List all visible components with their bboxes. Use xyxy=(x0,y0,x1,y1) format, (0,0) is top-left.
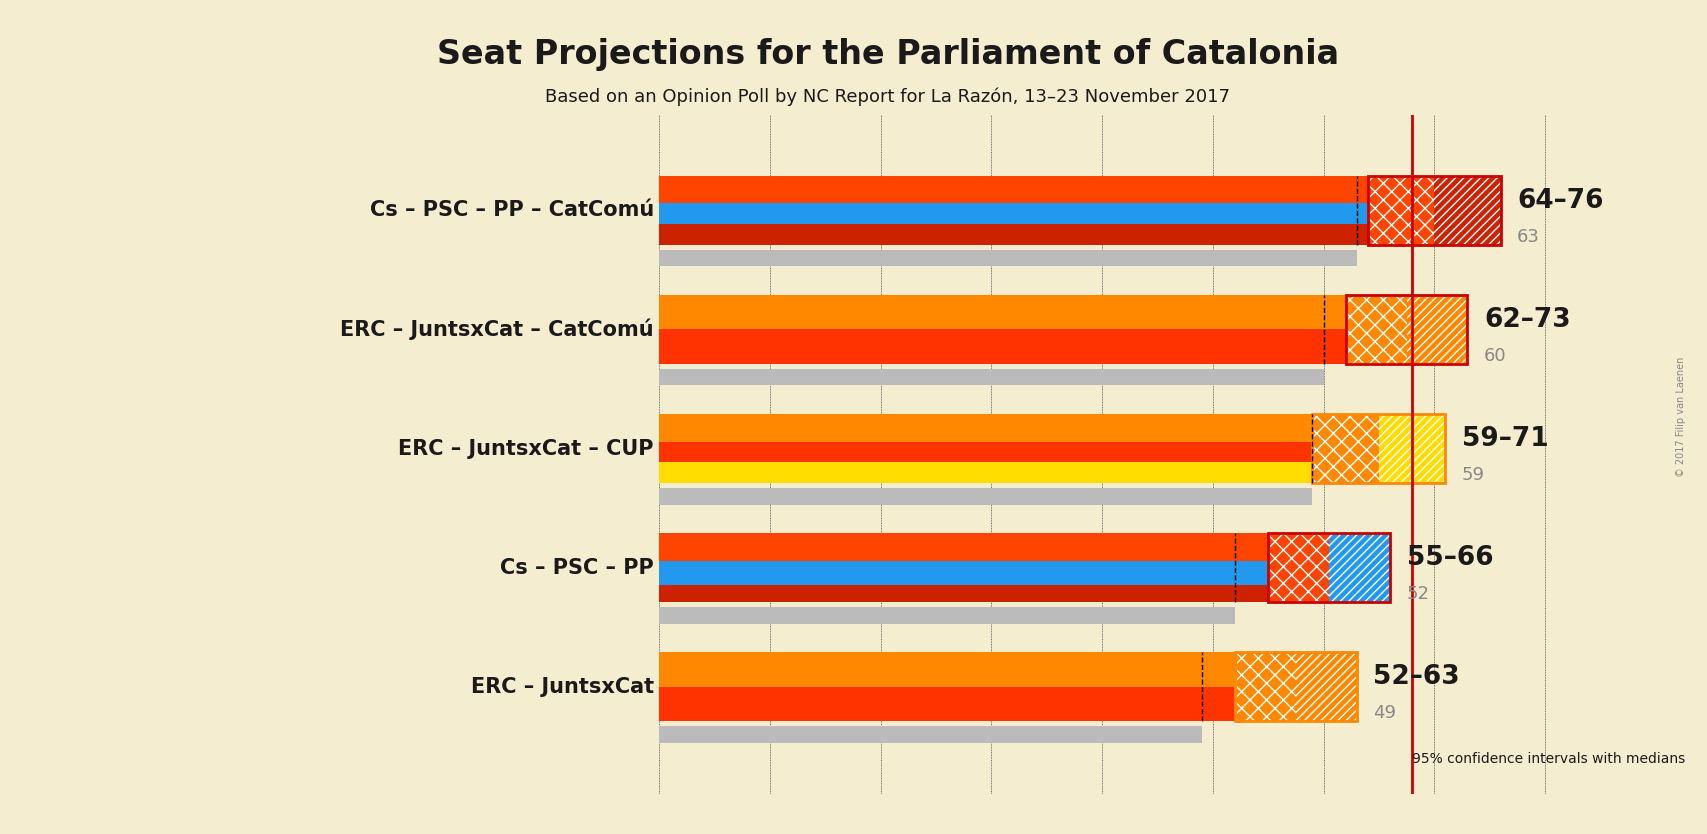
Bar xyxy=(659,203,1367,224)
Bar xyxy=(659,652,1234,686)
Bar xyxy=(659,607,1234,624)
Bar xyxy=(659,176,1367,203)
Text: ERC – JuntsxCat: ERC – JuntsxCat xyxy=(471,676,654,696)
Bar xyxy=(659,203,1367,224)
Text: 59–71: 59–71 xyxy=(1461,426,1548,452)
Bar xyxy=(1234,652,1357,721)
Text: Based on an Opinion Poll by NC Report for La Razón, 13–23 November 2017: Based on an Opinion Poll by NC Report fo… xyxy=(545,88,1231,106)
Bar xyxy=(659,329,1345,364)
Bar xyxy=(1345,295,1407,364)
Text: Cs – PSC – PP – CatComú: Cs – PSC – PP – CatComú xyxy=(370,200,654,220)
Bar xyxy=(1313,414,1379,483)
Bar xyxy=(659,414,1313,442)
Text: ERC – JuntsxCat – CatComú: ERC – JuntsxCat – CatComú xyxy=(340,319,654,340)
Bar xyxy=(659,295,1345,329)
Bar xyxy=(659,652,1234,686)
Bar xyxy=(659,585,1268,602)
Bar xyxy=(1296,652,1357,721)
Text: 62–73: 62–73 xyxy=(1483,307,1570,333)
Text: 95% confidence intervals with medians: 95% confidence intervals with medians xyxy=(1412,752,1685,766)
Bar xyxy=(659,686,1234,721)
Text: 52–63: 52–63 xyxy=(1374,664,1459,691)
Bar xyxy=(659,560,1268,585)
Bar xyxy=(659,726,1202,743)
Bar xyxy=(659,329,1345,364)
Bar xyxy=(1434,176,1500,245)
Bar xyxy=(659,414,1313,442)
Text: 59: 59 xyxy=(1461,465,1485,484)
Text: 63: 63 xyxy=(1518,228,1540,245)
Bar xyxy=(1313,414,1446,483)
Bar xyxy=(659,488,1313,505)
Text: 49: 49 xyxy=(1374,704,1396,722)
Bar xyxy=(659,560,1268,585)
Bar xyxy=(659,224,1367,245)
Bar xyxy=(659,176,1367,203)
Text: Seat Projections for the Parliament of Catalonia: Seat Projections for the Parliament of C… xyxy=(437,38,1338,71)
Bar xyxy=(659,462,1313,483)
Bar xyxy=(1367,176,1500,245)
Bar xyxy=(659,686,1234,721)
Bar xyxy=(659,295,1345,329)
Bar xyxy=(659,462,1313,483)
Bar xyxy=(659,369,1323,385)
Bar xyxy=(1407,295,1468,364)
Text: 60: 60 xyxy=(1483,347,1507,364)
Text: ERC – JuntsxCat – CUP: ERC – JuntsxCat – CUP xyxy=(398,439,654,459)
Bar xyxy=(1268,533,1389,602)
Bar xyxy=(659,442,1313,462)
Bar xyxy=(659,224,1367,245)
Bar xyxy=(659,585,1268,602)
Text: 64–76: 64–76 xyxy=(1518,188,1603,214)
Bar xyxy=(659,533,1268,560)
Bar xyxy=(1367,176,1434,245)
Bar xyxy=(1330,533,1389,602)
Text: © 2017 Filip van Laenen: © 2017 Filip van Laenen xyxy=(1676,357,1687,477)
Bar xyxy=(1234,652,1296,721)
Bar xyxy=(659,249,1357,266)
Text: Cs – PSC – PP: Cs – PSC – PP xyxy=(500,558,654,578)
Bar xyxy=(659,533,1268,560)
Bar xyxy=(1345,295,1468,364)
Bar xyxy=(659,442,1313,462)
Bar xyxy=(1268,533,1330,602)
Bar xyxy=(1379,414,1446,483)
Text: 52: 52 xyxy=(1407,585,1429,603)
Text: 55–66: 55–66 xyxy=(1407,545,1494,571)
